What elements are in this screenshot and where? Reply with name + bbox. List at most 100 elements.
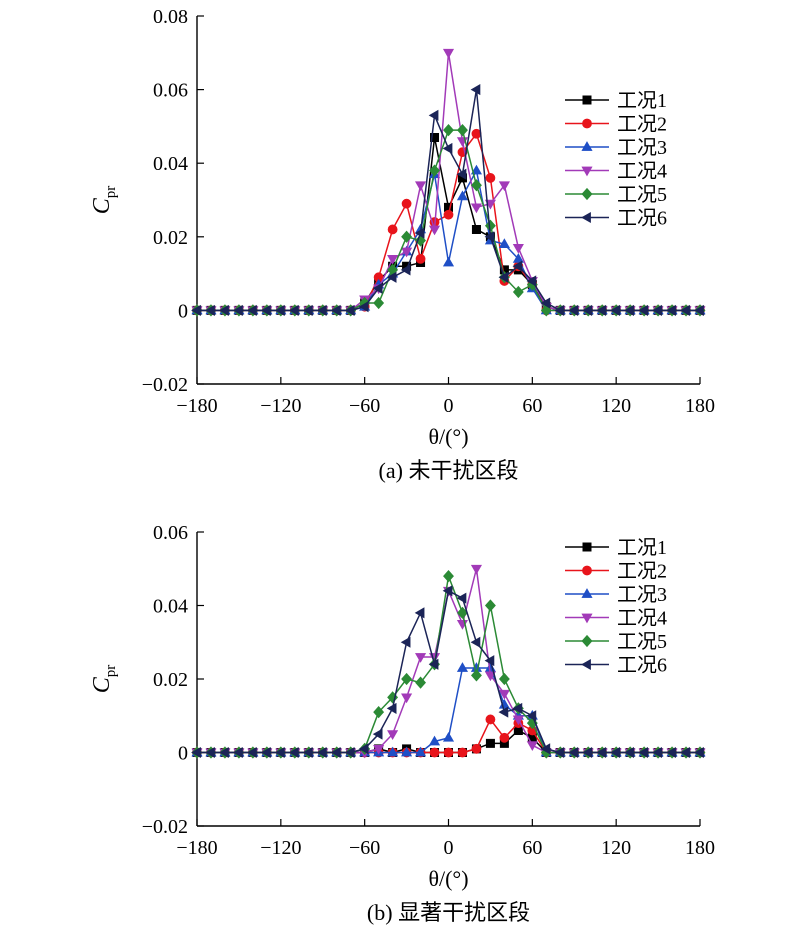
data-point (470, 164, 483, 175)
legend-label: 工况5 (617, 631, 667, 653)
legend-marker (581, 211, 591, 224)
legend-item: 工况4 (565, 608, 667, 630)
data-point (219, 746, 229, 759)
y-axis-label-b: Cpr (89, 665, 119, 694)
legend-item: 工况5 (565, 631, 667, 653)
y-tick-label: 0.02 (153, 227, 188, 249)
data-point (401, 746, 413, 757)
data-point (582, 746, 593, 759)
data-point (666, 304, 676, 316)
legend-item: 工况6 (565, 655, 667, 677)
legend-label: 工况1 (617, 90, 667, 112)
data-point (247, 746, 257, 759)
legend-item: 工况5 (565, 184, 667, 206)
data-point (470, 564, 483, 575)
legend-marker (581, 658, 591, 671)
data-point (624, 746, 635, 759)
x-tick-label: 60 (522, 837, 542, 859)
data-point (512, 715, 524, 726)
data-point (443, 569, 454, 583)
data-point (414, 746, 427, 757)
data-point (302, 304, 313, 316)
legend-label: 工况4 (617, 608, 667, 630)
data-point (429, 747, 440, 758)
data-point (428, 225, 441, 236)
legend-label: 工况2 (617, 561, 667, 583)
data-point (302, 746, 313, 759)
data-point (680, 304, 690, 316)
data-point (596, 746, 607, 759)
series-6 (191, 585, 704, 759)
x-tick-label: −180 (176, 395, 217, 417)
legend-item: 工况3 (565, 137, 667, 159)
data-point (680, 746, 690, 759)
y-tick-label: 0 (178, 300, 188, 322)
data-point (512, 702, 523, 714)
x-axis-label-a: θ/(°) (428, 424, 468, 449)
data-point (428, 109, 439, 121)
x-tick-label: −120 (260, 395, 301, 417)
x-tick-label: −120 (260, 837, 301, 859)
legend-marker (581, 588, 593, 598)
legend-label: 工况6 (617, 655, 667, 677)
data-point (498, 271, 509, 283)
legend-marker (581, 187, 593, 201)
data-point (498, 689, 510, 700)
data-point (387, 224, 398, 235)
data-point (414, 607, 425, 619)
legend-label: 工况1 (617, 537, 667, 559)
series-3 (191, 662, 706, 757)
series-b (191, 564, 706, 759)
data-point (288, 746, 299, 759)
data-point (401, 230, 413, 243)
data-point (694, 746, 704, 759)
data-point (358, 743, 369, 755)
data-point (666, 746, 676, 759)
x-tick-label: 120 (601, 837, 631, 859)
data-point (498, 181, 510, 192)
data-point (288, 304, 299, 316)
legend-marker (581, 166, 593, 177)
x-tick-label: 60 (522, 395, 542, 417)
data-point (638, 304, 648, 316)
data-point (456, 190, 469, 201)
data-point (596, 304, 607, 316)
data-point (442, 142, 453, 155)
data-point (457, 747, 468, 758)
data-point (358, 301, 369, 313)
data-point (429, 164, 440, 177)
data-point (386, 271, 397, 283)
data-point (652, 746, 662, 759)
data-point (330, 304, 341, 316)
y-tick-label: 0.04 (153, 596, 188, 618)
data-point (386, 702, 397, 714)
data-point (191, 304, 201, 316)
axes-b: −0.02 0 0.02 0.04 0.06 −180 −120 −60 0 60 120 180 (142, 522, 715, 859)
data-point (233, 304, 243, 316)
data-point (457, 123, 468, 137)
data-point (414, 181, 427, 192)
x-tick-label: 180 (685, 837, 715, 859)
data-point (568, 746, 579, 759)
data-point (512, 260, 523, 272)
data-point (484, 599, 496, 612)
x-tick-label: −60 (349, 837, 380, 859)
data-point (540, 304, 552, 317)
data-point (400, 636, 411, 648)
data-point (415, 676, 426, 689)
data-point (526, 710, 537, 722)
data-point (484, 655, 495, 667)
data-point (387, 255, 399, 265)
data-point (191, 746, 201, 759)
data-point (512, 243, 524, 254)
data-point (610, 304, 621, 316)
axes-a: −0.02 0 0.02 0.04 0.06 0.08 −180 −120 −60 0 60 120 1… (142, 6, 715, 417)
legend-item: 工况1 (565, 537, 667, 559)
data-point (428, 658, 439, 670)
y-tick-label: −0.02 (142, 374, 188, 396)
data-point (498, 706, 509, 718)
data-point (442, 585, 453, 597)
data-point (582, 304, 593, 316)
